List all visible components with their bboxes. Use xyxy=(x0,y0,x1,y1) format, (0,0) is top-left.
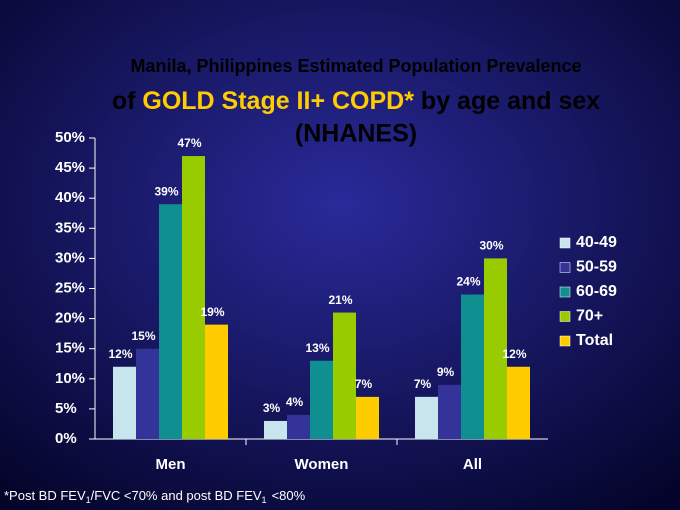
legend-swatch xyxy=(559,262,571,273)
footnote-part: 1 xyxy=(86,495,91,505)
value-label: 7% xyxy=(414,377,432,391)
subtitle-part: GOLD Stage II+ COPD* xyxy=(142,87,414,115)
legend-swatch xyxy=(559,286,571,298)
legend-swatch xyxy=(559,237,571,249)
bar xyxy=(136,348,159,439)
x-tick-label: Women xyxy=(295,456,349,473)
value-label: 12% xyxy=(108,347,132,361)
bar xyxy=(264,420,287,439)
bar xyxy=(159,204,182,439)
y-tick-label: 25% xyxy=(55,279,85,296)
value-label: 24% xyxy=(456,275,480,289)
value-label: 9% xyxy=(437,365,455,379)
value-label: 19% xyxy=(200,305,224,319)
bar xyxy=(356,396,379,439)
value-label: 7% xyxy=(355,377,373,391)
footnote-part: *Post BD FEV xyxy=(4,488,86,503)
value-label: 39% xyxy=(154,184,178,198)
bar xyxy=(182,156,205,439)
x-tick-label: All xyxy=(463,456,482,473)
subtitle-part: by age and sex xyxy=(421,87,600,115)
x-tick-label: Men xyxy=(156,456,186,473)
y-tick-label: 15% xyxy=(55,340,85,357)
legend-label: Total xyxy=(576,332,613,349)
bar xyxy=(438,384,461,439)
footnote-part: /FVC <70% and post BD FEV xyxy=(91,488,262,503)
y-tick-label: 30% xyxy=(55,249,85,266)
value-label: 12% xyxy=(502,347,526,361)
legend-label: 70+ xyxy=(576,308,603,325)
value-label: 15% xyxy=(131,329,155,343)
value-label: 13% xyxy=(305,341,329,355)
y-tick-label: 50% xyxy=(55,129,85,146)
legend-label: 40-49 xyxy=(576,234,617,251)
bar xyxy=(333,312,356,439)
bar xyxy=(310,360,333,439)
chart-title: Manila, Philippines Estimated Population… xyxy=(130,56,581,76)
legend-label: 60-69 xyxy=(576,283,617,300)
y-tick-label: 0% xyxy=(55,430,77,447)
value-label: 4% xyxy=(286,395,304,409)
value-label: 30% xyxy=(479,239,503,253)
bar xyxy=(415,396,438,439)
y-tick-label: 35% xyxy=(55,219,85,236)
legend-label: 50-59 xyxy=(576,259,617,276)
y-tick-label: 20% xyxy=(55,310,85,327)
y-tick-label: 10% xyxy=(55,370,85,387)
y-tick-label: 45% xyxy=(55,159,85,176)
bar xyxy=(113,366,136,439)
subtitle-part: of xyxy=(112,87,136,115)
footnote: *Post BD FEV1/FVC <70% and post BD FEV1 <… xyxy=(4,488,306,505)
bar xyxy=(507,366,530,439)
y-tick-label: 40% xyxy=(55,189,85,206)
bar xyxy=(205,324,228,439)
y-tick-label: 5% xyxy=(55,400,77,417)
bar xyxy=(461,294,484,439)
footnote-part: 1 xyxy=(262,495,267,505)
legend-swatch xyxy=(559,311,571,322)
value-label: 3% xyxy=(263,401,281,415)
value-label: 21% xyxy=(328,293,352,307)
chart-subtitle: (NHANES) xyxy=(295,120,417,148)
footnote-part: <80% xyxy=(272,488,306,503)
bar xyxy=(287,414,310,439)
chart-subtitle: of GOLD Stage II+ COPD* by age and sex xyxy=(112,87,600,115)
bar xyxy=(484,258,507,439)
value-label: 47% xyxy=(177,136,201,150)
legend-swatch xyxy=(559,335,571,347)
